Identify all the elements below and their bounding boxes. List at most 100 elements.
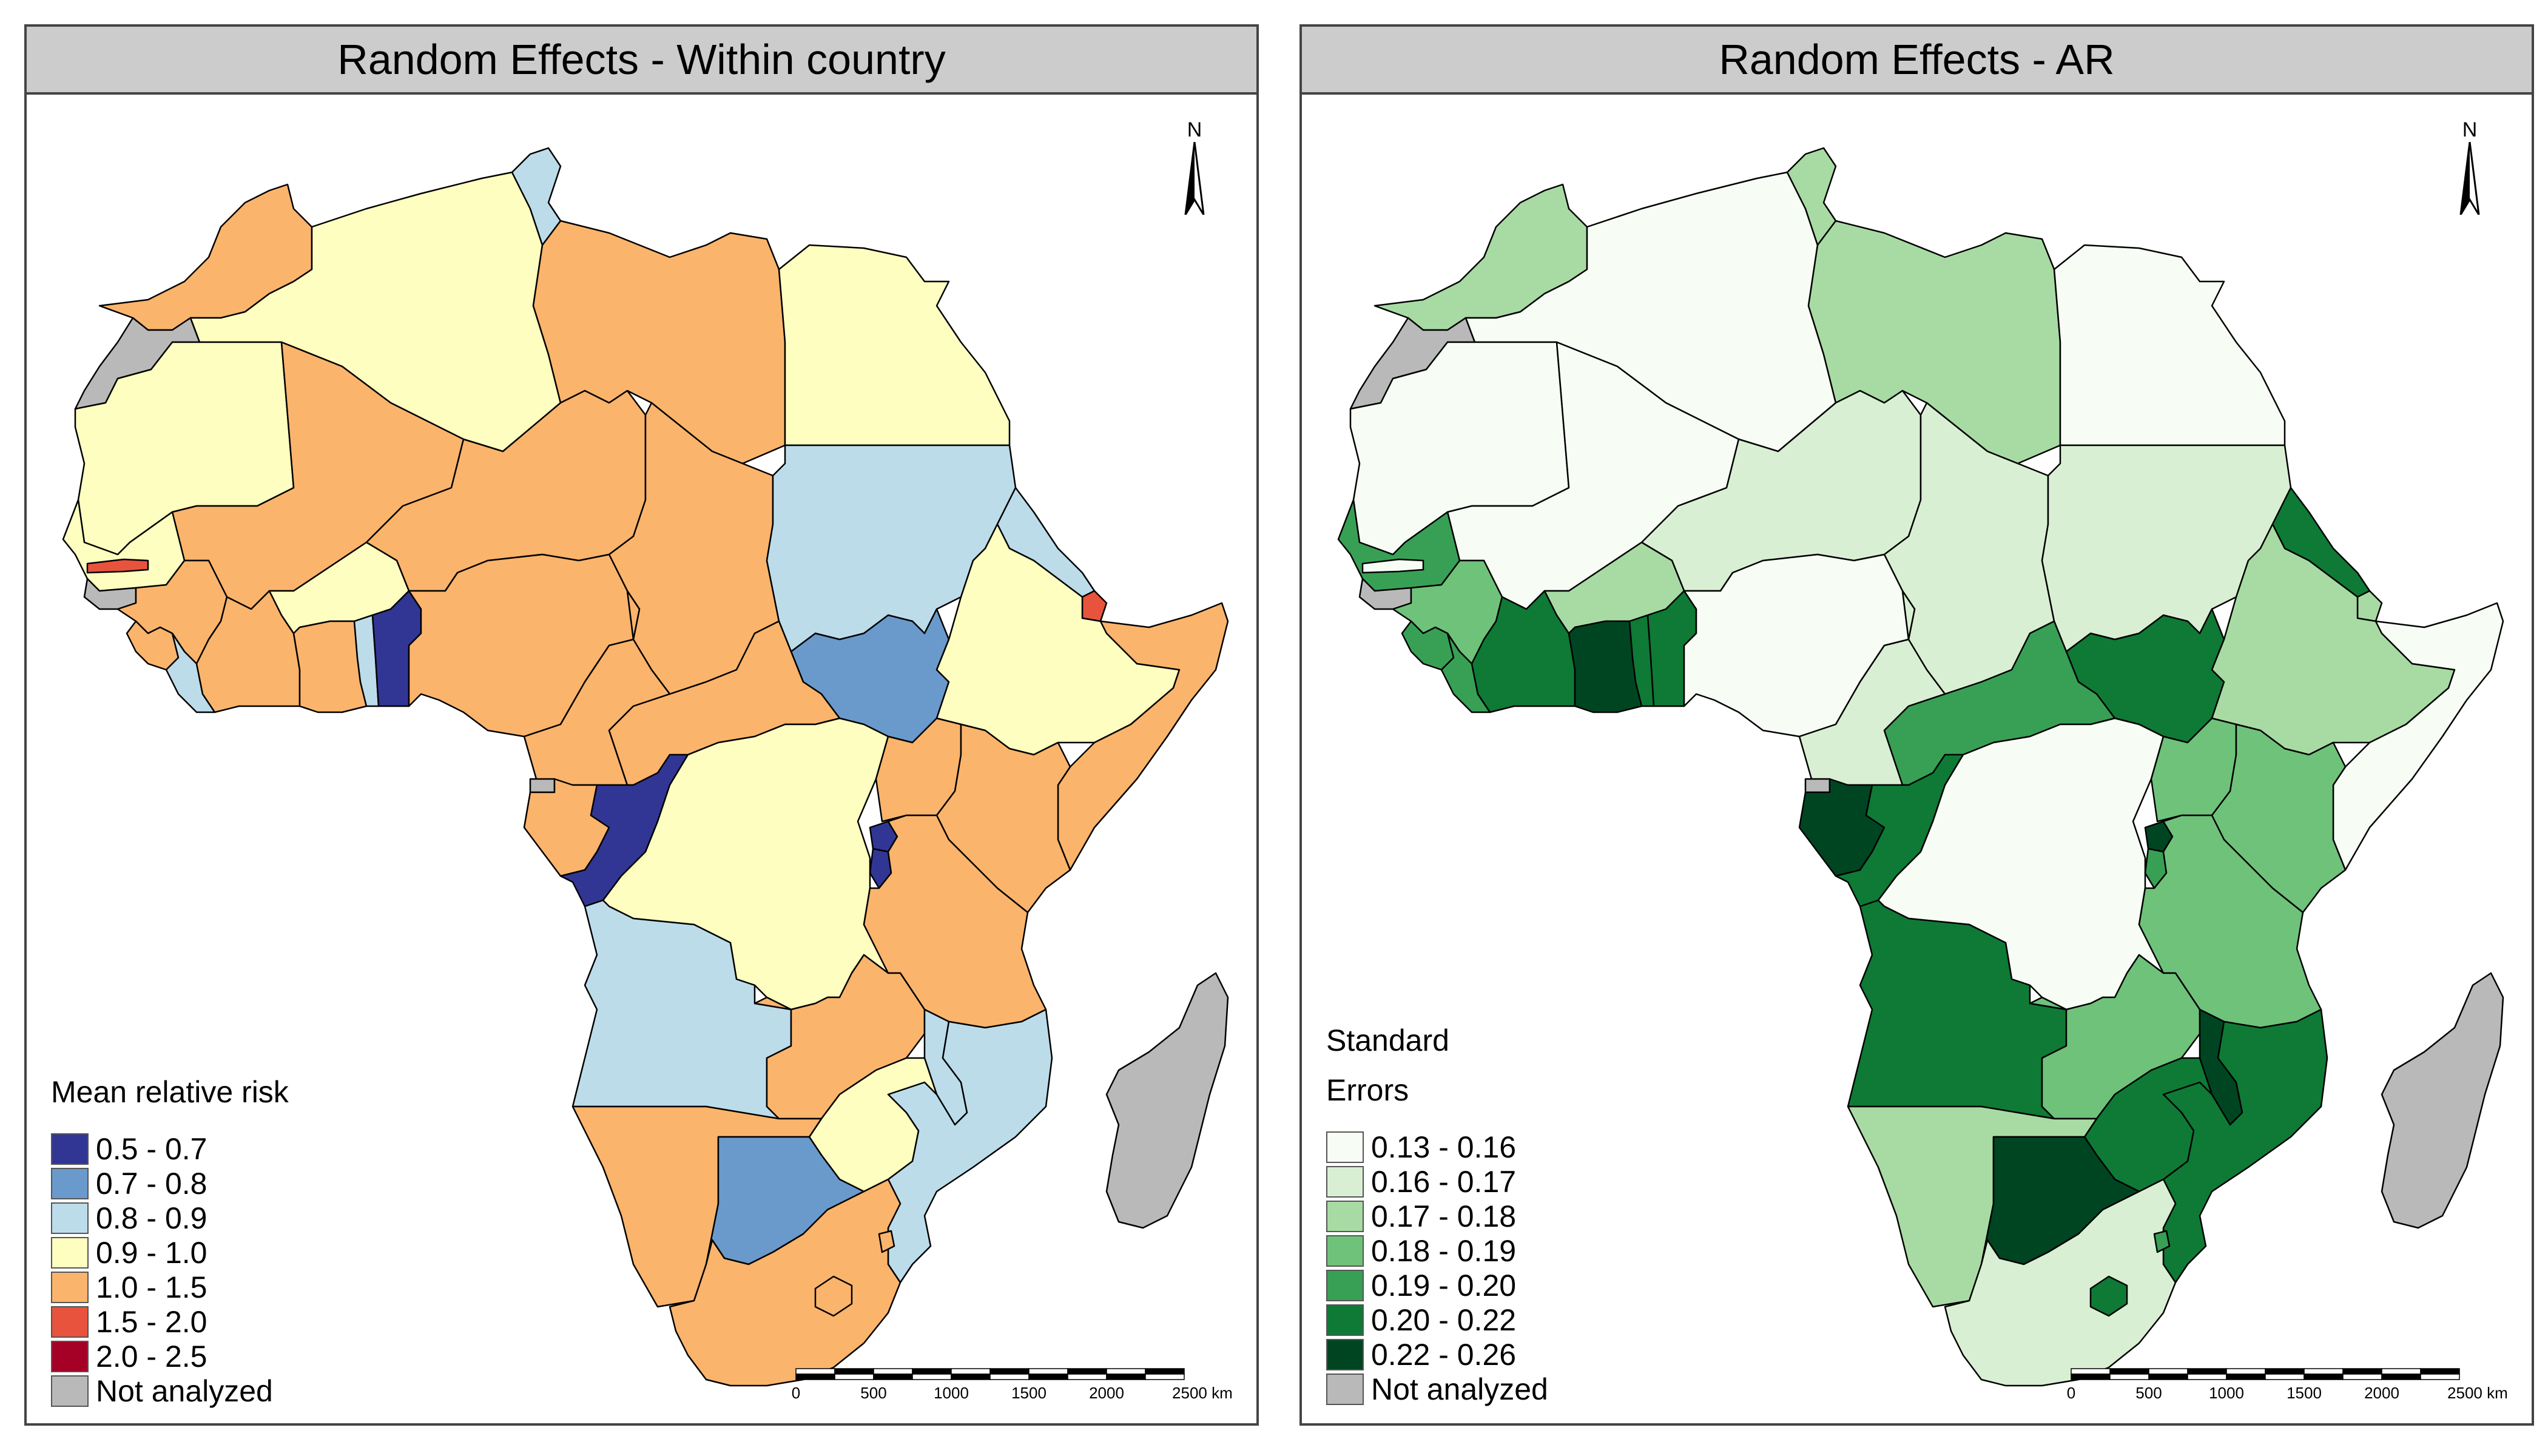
region-djibouti xyxy=(1081,590,1108,622)
legend-swatch xyxy=(1326,1131,1364,1163)
legend-swatch xyxy=(51,1340,89,1372)
scale-bar-segment xyxy=(834,1368,874,1375)
scale-bar-segment xyxy=(989,1368,1030,1375)
legend-label: 0.20 - 0.22 xyxy=(1371,1303,1517,1337)
region-lesotho xyxy=(2089,1275,2128,1317)
region-tunisia xyxy=(1786,147,1837,246)
legend-item: 1.5 - 2.0 xyxy=(51,1304,289,1339)
scale-bar-tick-label: 2500 km xyxy=(2447,1384,2508,1402)
north-arrow-icon xyxy=(2459,141,2480,215)
scale-bar-segment xyxy=(2342,1368,2382,1375)
legend-swatch xyxy=(51,1167,89,1199)
africa-choropleth-map xyxy=(1337,147,2504,1387)
legend-label: 0.8 - 0.9 xyxy=(96,1201,207,1235)
scale-bar-segment xyxy=(951,1373,991,1380)
legend-item: 2.0 - 2.5 xyxy=(51,1339,289,1373)
legend-item: 0.9 - 1.0 xyxy=(51,1235,289,1270)
scale-bar-segment xyxy=(2071,1373,2111,1380)
region-swaziland xyxy=(2153,1230,2171,1253)
scale-bar-tick-label: 500 xyxy=(860,1384,887,1402)
scale-bar-segment xyxy=(1106,1368,1146,1375)
scale-bar-graphic xyxy=(2071,1368,2460,1380)
region-south-africa xyxy=(669,1178,902,1387)
legend-label: 0.5 - 0.7 xyxy=(96,1131,207,1166)
scale-bar-segment xyxy=(1028,1373,1068,1380)
scale-bar-segment xyxy=(1145,1368,1185,1375)
region-gambia xyxy=(1361,558,1424,574)
map-panel-within-country: Random Effects - Within country N Mean r… xyxy=(24,24,1259,1426)
scale-bar-segment xyxy=(2304,1368,2344,1375)
region-madagascar xyxy=(2381,972,2504,1229)
legend-label: Not analyzed xyxy=(96,1373,273,1408)
scale-bar-segment xyxy=(2226,1368,2266,1375)
scale-bar-segment xyxy=(2381,1373,2421,1380)
scale-bar-segment xyxy=(912,1373,952,1380)
legend-item: 0.16 - 0.17 xyxy=(1326,1164,1548,1199)
scale-bar-segment xyxy=(2226,1373,2266,1380)
legend-item: 0.13 - 0.16 xyxy=(1326,1130,1548,1164)
scale-bar-labels: 0 500 1000 1500 2000 2500 km xyxy=(791,1384,1233,1408)
region-swaziland xyxy=(878,1230,895,1253)
region-egypt xyxy=(778,244,1011,447)
legend-item: 1.0 - 1.5 xyxy=(51,1270,289,1304)
scale-bar-tick-label: 1000 xyxy=(2209,1384,2244,1402)
scale-bar-segment xyxy=(2148,1373,2188,1380)
scale-bar-tick-label: 2000 xyxy=(2364,1384,2399,1402)
region-egypt xyxy=(2053,244,2286,447)
region-kenya xyxy=(2211,723,2347,914)
legend-item: Not analyzed xyxy=(1326,1372,1548,1406)
legend-label: 0.16 - 0.17 xyxy=(1371,1164,1517,1199)
legend: Standard Errors 0.13 - 0.16 0.16 - 0.17 0.17… xyxy=(1326,1016,1548,1406)
legend-item: 0.22 - 0.26 xyxy=(1326,1337,1548,1372)
legend: Mean relative risk 0.5 - 0.7 0.7 - 0.8 0.8 … xyxy=(51,1067,289,1408)
scale-bar-tick-label: 2500 km xyxy=(1172,1384,1233,1402)
scale-bar-segment xyxy=(795,1373,835,1380)
legend-swatch xyxy=(1326,1235,1364,1267)
legend-label: Not analyzed xyxy=(1371,1372,1548,1406)
legend-swatch xyxy=(1326,1165,1364,1198)
legend-item: 0.17 - 0.18 xyxy=(1326,1199,1548,1233)
region-eq-guinea xyxy=(1804,778,1831,794)
north-arrow: N xyxy=(1173,118,1216,218)
legend-item: 0.8 - 0.9 xyxy=(51,1201,289,1235)
scale-bar-segment xyxy=(2187,1368,2227,1375)
scale-bar-segment xyxy=(1067,1368,1107,1375)
scale-bar-tick-label: 0 xyxy=(791,1384,801,1402)
scale-bar-segment xyxy=(2342,1373,2382,1380)
north-label: N xyxy=(1187,118,1202,141)
scale-bar-tick-label: 1500 xyxy=(2287,1384,2322,1402)
legend-swatch xyxy=(51,1133,89,1165)
region-south-africa xyxy=(1944,1178,2177,1387)
scale-bar-segment xyxy=(873,1373,913,1380)
legend-label: 0.9 - 1.0 xyxy=(96,1235,207,1270)
scale-bar-segment xyxy=(1106,1373,1146,1380)
north-arrow-icon xyxy=(1184,141,1205,215)
legend-swatch xyxy=(1326,1373,1364,1405)
region-djibouti xyxy=(2356,590,2383,622)
scale-bar-tick-label: 2000 xyxy=(1089,1384,1124,1402)
legend-label: 0.18 - 0.19 xyxy=(1371,1233,1517,1268)
panel-title: Random Effects - Within country xyxy=(337,36,946,83)
panel-title-strip: Random Effects - AR xyxy=(1302,27,2532,95)
scale-bar-segment xyxy=(2148,1368,2188,1375)
scale-bar-segment xyxy=(2109,1368,2149,1375)
north-label: N xyxy=(2462,118,2478,141)
scale-bar-segment xyxy=(2071,1368,2111,1375)
scale-bar-tick-label: 1000 xyxy=(934,1384,969,1402)
region-lesotho xyxy=(814,1275,853,1317)
scale-bar-segment xyxy=(2265,1368,2305,1375)
scale-bar-segment xyxy=(2109,1373,2149,1380)
legend-item: 0.5 - 0.7 xyxy=(51,1131,289,1166)
legend-label: 1.5 - 2.0 xyxy=(96,1304,207,1339)
legend-item: 0.19 - 0.20 xyxy=(1326,1268,1548,1303)
legend-item: 0.7 - 0.8 xyxy=(51,1166,289,1201)
scale-bar-segment xyxy=(1028,1368,1068,1375)
legend-title: Mean relative risk xyxy=(51,1075,289,1109)
scale-bar-segment xyxy=(2265,1373,2305,1380)
region-kenya xyxy=(935,723,1071,914)
legend-label: 0.17 - 0.18 xyxy=(1371,1199,1517,1233)
scale-bar: 0 500 1000 1500 2000 2500 km xyxy=(791,1367,1233,1408)
scale-bar: 0 500 1000 1500 2000 2500 km xyxy=(2067,1367,2508,1408)
scale-bar-segment xyxy=(795,1368,835,1375)
panel-title: Random Effects - AR xyxy=(1719,36,2115,83)
